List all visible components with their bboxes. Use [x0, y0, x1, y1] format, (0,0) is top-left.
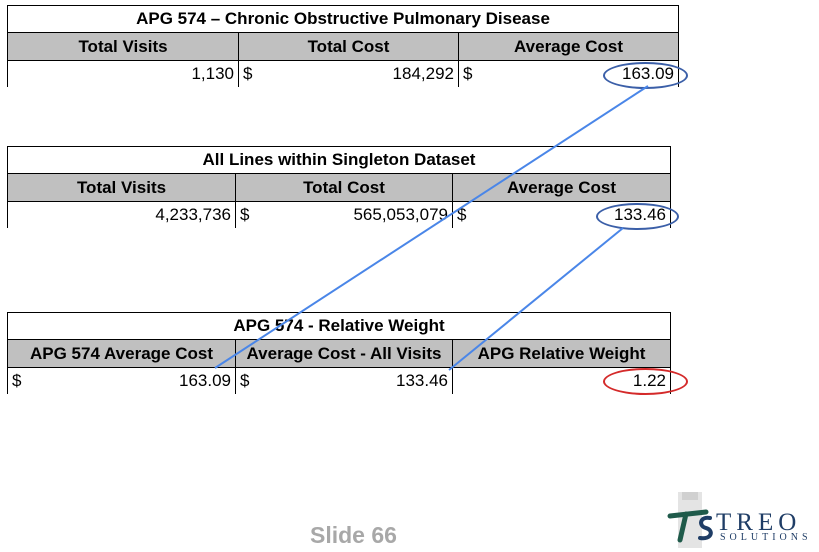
header-average-cost-all-visits: Average Cost - All Visits — [236, 340, 453, 367]
table-title: APG 574 - Relative Weight — [8, 313, 670, 340]
slide-number: Slide 66 — [310, 522, 397, 548]
currency-symbol: $ — [240, 205, 250, 224]
header-total-visits: Total Visits — [8, 33, 239, 60]
table-relative-weight: APG 574 - Relative Weight APG 574 Averag… — [7, 312, 671, 394]
cell-total-visits: 4,233,736 — [8, 202, 236, 228]
currency-symbol: $ — [243, 64, 253, 83]
connector-line-all-average — [448, 227, 624, 371]
cell-apg-average-cost: $163.09 — [8, 368, 236, 394]
table-header-row: Total Visits Total Cost Average Cost — [8, 174, 670, 202]
cell-value: 163.09 — [179, 371, 231, 390]
cell-value: 133.46 — [396, 371, 448, 390]
cell-value: 4,233,736 — [155, 205, 231, 224]
header-apg-relative-weight: APG Relative Weight — [477, 344, 646, 363]
cell-total-visits: 1,130 — [8, 61, 239, 87]
cell-average-cost: $163.09 — [459, 61, 678, 87]
cell-value: 133.46 — [614, 205, 666, 224]
header-total-cost: Total Cost — [239, 33, 459, 60]
table-header-row: APG 574 Average Cost Average Cost - All … — [8, 340, 670, 368]
cell-average-cost: $133.46 — [453, 202, 670, 228]
cell-value: 565,053,079 — [353, 205, 448, 224]
currency-symbol: $ — [463, 64, 473, 83]
cell-value: 184,292 — [392, 64, 454, 83]
table-title: All Lines within Singleton Dataset — [8, 147, 670, 174]
connector-line-apg-average — [214, 85, 649, 369]
cell-average-cost-all-visits: $133.46 — [236, 368, 453, 394]
header-average-cost: Average Cost — [507, 178, 616, 197]
cell-value: 1,130 — [191, 64, 234, 83]
header-average-cost: Average Cost — [514, 37, 623, 56]
table-row: 4,233,736 $565,053,079 $133.46 — [8, 202, 670, 228]
table-apg574-cost: APG 574 – Chronic Obstructive Pulmonary … — [7, 5, 679, 87]
header-total-visits: Total Visits — [8, 174, 236, 201]
table-title: APG 574 – Chronic Obstructive Pulmonary … — [8, 6, 678, 33]
logo-text: TREO — [716, 509, 802, 536]
cell-total-cost: $565,053,079 — [236, 202, 453, 228]
currency-symbol: $ — [240, 371, 250, 390]
table-row: 1,130 $184,292 $163.09 — [8, 61, 678, 87]
cell-value: 1.22 — [632, 371, 666, 390]
logo-subtitle: SOLUTIONS — [720, 532, 812, 543]
cell-apg-relative-weight: 1.22 — [453, 368, 670, 394]
currency-symbol: $ — [12, 371, 22, 390]
table-row: $163.09 $133.46 1.22 — [8, 368, 670, 394]
currency-symbol: $ — [457, 205, 467, 224]
treo-logo-icon — [667, 492, 713, 548]
table-header-row: Total Visits Total Cost Average Cost — [8, 33, 678, 61]
cell-value: 163.09 — [622, 64, 674, 83]
table-singleton-dataset: All Lines within Singleton Dataset Total… — [7, 146, 671, 228]
cell-total-cost: $184,292 — [239, 61, 459, 87]
header-total-cost: Total Cost — [236, 174, 453, 201]
